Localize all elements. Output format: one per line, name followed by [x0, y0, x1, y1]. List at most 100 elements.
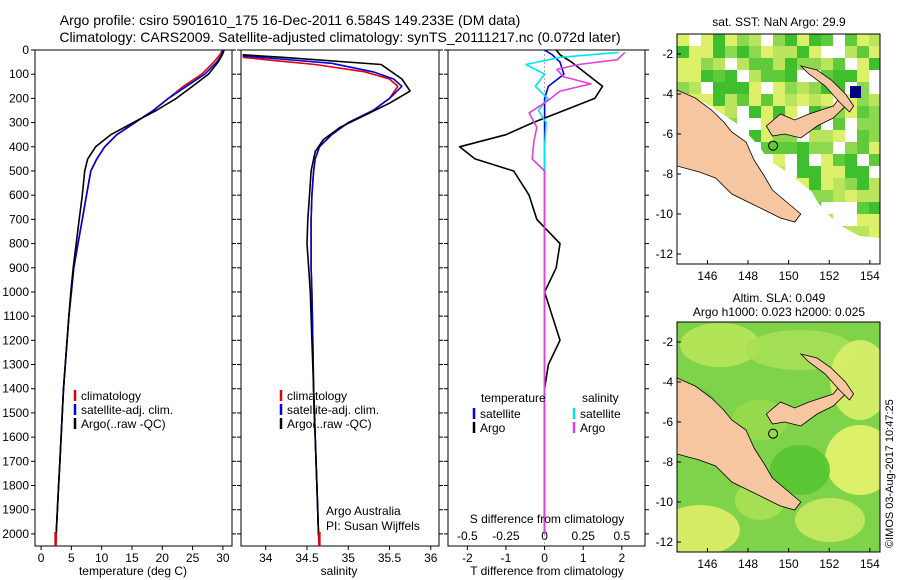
sla-anomaly-blob — [825, 425, 880, 495]
sst-cell — [833, 154, 845, 166]
sst-cell — [857, 46, 869, 58]
sst-cell — [737, 82, 749, 94]
sst-cell — [749, 94, 761, 106]
depth-tick-label: 100 — [9, 67, 29, 81]
x-tick-label: 2 — [618, 551, 625, 565]
x-tick-label: 10 — [95, 551, 109, 565]
sst-cell — [713, 94, 725, 106]
sst-cell — [677, 46, 689, 58]
map-lon-label: 148 — [738, 269, 758, 283]
depth-tick-label: 800 — [9, 237, 29, 251]
depth-tick-label: 700 — [9, 212, 29, 226]
legend-entry: satellite — [480, 407, 521, 421]
sst-cell — [689, 46, 701, 58]
sla-map-panel: Altim. SLA: 0.049 Argo h1000: 0.023 h200… — [656, 291, 881, 571]
sst-cell — [869, 118, 880, 130]
t-difference-xlabel: T difference from climatology — [470, 564, 624, 578]
s-difference-axis-ticks: -0.5 -0.25 0 0.25 0.5 — [457, 529, 631, 543]
temperature-axis-ticks: 0 5 10 15 20 25 30 — [38, 546, 230, 565]
map-lat-label: -2 — [662, 335, 673, 349]
map-lon-label: 154 — [860, 557, 880, 571]
sla-anomaly-blob — [680, 323, 760, 367]
map-lat-label: -8 — [662, 167, 673, 181]
sst-cell — [713, 58, 725, 70]
sst-cell — [773, 82, 785, 94]
legend-entry: climatology — [287, 389, 347, 403]
sst-cell — [797, 142, 809, 154]
sst-cell — [821, 178, 833, 190]
depth-tick-label: 600 — [9, 188, 29, 202]
difference-series-lines — [458, 50, 626, 546]
depth-tick-label: 300 — [9, 116, 29, 130]
sst-cell — [713, 82, 725, 94]
difference-legend: temperature salinitysatelliteArgosatellit… — [472, 391, 621, 435]
sst-cell — [857, 166, 869, 178]
sst-cell — [773, 70, 785, 82]
sst-map-panel: sat. SST: NaN Argo: 29.9 146 148 150 152 154… — [656, 15, 881, 283]
sst-cell — [725, 46, 737, 58]
sst-cell — [857, 118, 869, 130]
sst-cell — [833, 190, 845, 202]
sst-cell — [869, 34, 880, 46]
depth-tick-label: 1300 — [2, 358, 29, 372]
sst-cell — [809, 34, 821, 46]
legend-entry: satellite-adj. clim. — [287, 403, 379, 417]
x-tick-label: 25 — [186, 551, 200, 565]
sla-map-title: Altim. SLA: 0.049 — [733, 291, 826, 305]
depth-tick-label: 1100 — [3, 309, 29, 323]
sst-cell — [857, 142, 869, 154]
s-tick-label: -0.25 — [492, 529, 520, 543]
sst-cell — [845, 70, 857, 82]
x-tick-label: 34 — [259, 551, 273, 565]
sst-cell — [785, 46, 797, 58]
sst-cell — [797, 94, 809, 106]
x-tick-label: -2 — [462, 551, 473, 565]
credit-pi: PI: Susan Wijffels — [326, 519, 420, 533]
s-difference-label: S difference from climatology — [470, 512, 625, 526]
sst-map-title: sat. SST: NaN Argo: 29.9 — [712, 15, 846, 29]
sst-cell — [845, 154, 857, 166]
depth-tick-label: 500 — [9, 164, 29, 178]
map-lon-label: 146 — [697, 269, 717, 283]
depth-tick-label: 1400 — [2, 382, 29, 396]
sst-cell — [821, 166, 833, 178]
legend-entry: Argo — [480, 421, 506, 435]
series-line-argo-raw-qc- — [242, 54, 411, 542]
sla-map-subtitle: Argo h1000: 0.023 h2000: 0.025 — [693, 305, 865, 319]
depth-tick-label: 1700 — [2, 454, 29, 468]
series-line-salinity-argo — [528, 51, 626, 534]
temperature-plot-frame — [34, 49, 233, 547]
sst-cell — [869, 130, 880, 142]
sst-cell — [869, 142, 880, 154]
sst-cell — [677, 34, 689, 46]
sst-cell — [821, 130, 833, 142]
sst-cell — [797, 154, 809, 166]
sst-cell — [701, 70, 713, 82]
sst-cell — [773, 58, 785, 70]
credit-argo-australia: Argo Australia — [326, 504, 401, 518]
sst-cell — [725, 94, 737, 106]
sst-cell — [869, 226, 880, 238]
sst-cell — [773, 154, 785, 166]
sst-cell — [785, 142, 797, 154]
sst-cell — [725, 106, 737, 118]
t-difference-axis-ticks: -2 -1 0 1 2 — [462, 546, 625, 565]
sst-cell — [737, 46, 749, 58]
sst-cell — [833, 130, 845, 142]
sst-cell — [857, 34, 869, 46]
sst-map-ticks: 146 148 150 152 154 -2 -4 -6 -8 -10 -12 — [656, 47, 881, 283]
sst-cell — [845, 190, 857, 202]
x-tick-label: 36 — [424, 551, 438, 565]
sst-cell — [845, 46, 857, 58]
map-lat-label: -4 — [662, 87, 673, 101]
imos-timestamp: ©IMOS 03-Aug-2017 10:47:25 — [884, 399, 896, 548]
sst-cell — [809, 94, 821, 106]
sst-cell — [857, 58, 869, 70]
sst-cell — [761, 46, 773, 58]
s-tick-label: 0.5 — [613, 529, 630, 543]
sst-cell — [785, 58, 797, 70]
salinity-axis-ticks: 34 34.5 35 35.5 36 — [259, 546, 438, 565]
sst-cell — [701, 34, 713, 46]
sst-cell — [809, 58, 821, 70]
